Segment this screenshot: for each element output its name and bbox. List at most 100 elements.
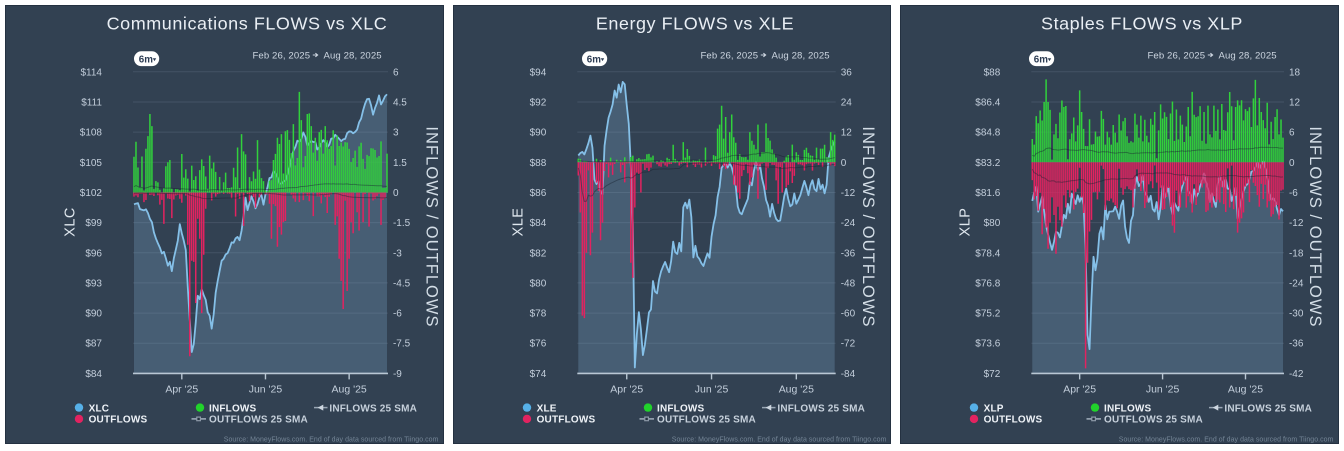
svg-text:$75.2: $75.2 — [976, 309, 1001, 320]
svg-text:INFLOWS 25 SMA: INFLOWS 25 SMA — [777, 403, 865, 414]
svg-text:$78.4: $78.4 — [976, 248, 1001, 259]
svg-text:$73.6: $73.6 — [976, 339, 1001, 350]
svg-text:INFLOWS / OUTFLOWS: INFLOWS / OUTFLOWS — [1306, 126, 1324, 327]
svg-text:-18: -18 — [1289, 248, 1304, 259]
svg-text:OUTFLOWS: OUTFLOWS — [984, 415, 1043, 426]
svg-text:$84.8: $84.8 — [976, 128, 1001, 139]
svg-text:0: 0 — [393, 188, 399, 199]
svg-text:$82: $82 — [529, 248, 546, 259]
svg-text:$76: $76 — [529, 339, 546, 350]
svg-text:12: 12 — [840, 128, 852, 139]
svg-text:$99: $99 — [85, 218, 102, 229]
svg-text:-9: -9 — [393, 369, 402, 380]
svg-text:Feb 26, 2025: Feb 26, 2025 — [1148, 51, 1206, 62]
svg-text:Apr '25: Apr '25 — [1064, 384, 1097, 395]
svg-text:36: 36 — [840, 67, 852, 78]
svg-text:Feb 26, 2025: Feb 26, 2025 — [700, 51, 758, 62]
svg-text:$80: $80 — [984, 218, 1001, 229]
svg-text:$93: $93 — [85, 278, 102, 289]
svg-text:1.5: 1.5 — [393, 158, 407, 169]
svg-text:$111: $111 — [81, 97, 102, 108]
svg-text:Aug '25: Aug '25 — [778, 384, 813, 395]
svg-text:-42: -42 — [1289, 369, 1304, 380]
svg-text:Communications FLOWS vs XLC: Communications FLOWS vs XLC — [107, 14, 388, 34]
svg-text:6: 6 — [393, 67, 399, 78]
svg-text:$84: $84 — [529, 218, 546, 229]
svg-text:$90: $90 — [529, 128, 546, 139]
svg-text:INFLOWS / OUTFLOWS: INFLOWS / OUTFLOWS — [859, 126, 877, 327]
svg-text:INFLOWS 25 SMA: INFLOWS 25 SMA — [329, 403, 417, 414]
svg-text:OUTFLOWS 25 SMA: OUTFLOWS 25 SMA — [657, 415, 756, 426]
svg-text:-36: -36 — [1289, 339, 1304, 350]
svg-text:XLE: XLE — [510, 208, 526, 237]
svg-text:OUTFLOWS 25 SMA: OUTFLOWS 25 SMA — [1104, 415, 1203, 426]
svg-text:OUTFLOWS: OUTFLOWS — [536, 415, 595, 426]
svg-text:18: 18 — [1289, 67, 1301, 78]
svg-text:-3: -3 — [393, 248, 402, 259]
svg-text:XLC: XLC — [89, 403, 110, 414]
svg-text:-84: -84 — [840, 369, 855, 380]
svg-text:$74: $74 — [529, 369, 546, 380]
svg-text:$88: $88 — [529, 158, 546, 169]
svg-text:XLP: XLP — [958, 208, 974, 237]
svg-text:$86: $86 — [529, 188, 546, 199]
svg-text:-12: -12 — [840, 188, 855, 199]
svg-text:-6: -6 — [393, 309, 402, 320]
svg-text:-36: -36 — [840, 248, 855, 259]
svg-text:-7.5: -7.5 — [393, 339, 411, 350]
svg-text:$102: $102 — [80, 188, 103, 199]
svg-text:Source: MoneyFlows.com. End of: Source: MoneyFlows.com. End of day data … — [224, 436, 439, 443]
svg-text:OUTFLOWS: OUTFLOWS — [89, 415, 148, 426]
svg-text:-30: -30 — [1289, 309, 1304, 320]
svg-text:-24: -24 — [840, 218, 855, 229]
svg-text:6m: 6m — [139, 54, 153, 65]
svg-text:-24: -24 — [1289, 278, 1304, 289]
svg-text:6: 6 — [1289, 128, 1295, 139]
svg-text:$80: $80 — [529, 278, 546, 289]
svg-text:-6: -6 — [1289, 188, 1298, 199]
svg-text:Aug 28, 2025: Aug 28, 2025 — [771, 51, 829, 62]
svg-text:0: 0 — [1289, 158, 1295, 169]
svg-text:Staples FLOWS vs XLP: Staples FLOWS vs XLP — [1041, 14, 1243, 34]
svg-text:Aug 28, 2025: Aug 28, 2025 — [323, 51, 381, 62]
svg-text:Jun '25: Jun '25 — [694, 384, 728, 395]
svg-text:Apr '25: Apr '25 — [610, 384, 643, 395]
svg-text:$92: $92 — [529, 97, 546, 108]
svg-text:$108: $108 — [80, 128, 103, 139]
svg-text:-48: -48 — [840, 278, 855, 289]
svg-text:6m: 6m — [1034, 54, 1048, 65]
svg-text:-12: -12 — [1289, 218, 1304, 229]
svg-text:$96: $96 — [85, 248, 102, 259]
svg-text:24: 24 — [840, 97, 852, 108]
svg-text:Jun '25: Jun '25 — [249, 384, 283, 395]
svg-text:Feb 26, 2025: Feb 26, 2025 — [252, 51, 310, 62]
svg-text:$72: $72 — [984, 369, 1001, 380]
svg-text:-1.5: -1.5 — [393, 218, 411, 229]
svg-text:-4.5: -4.5 — [393, 278, 411, 289]
svg-text:INFLOWS: INFLOWS — [657, 403, 705, 414]
svg-text:$88: $88 — [984, 67, 1001, 78]
svg-text:$114: $114 — [81, 67, 103, 78]
svg-text:XLC: XLC — [62, 207, 78, 237]
svg-text:Aug '25: Aug '25 — [332, 384, 367, 395]
svg-text:$86.4: $86.4 — [976, 97, 1001, 108]
svg-text:$105: $105 — [80, 158, 103, 169]
svg-text:6m: 6m — [586, 54, 600, 65]
svg-text:Aug '25: Aug '25 — [1228, 384, 1263, 395]
svg-text:$90: $90 — [85, 309, 102, 320]
svg-text:Source: MoneyFlows.com. End of: Source: MoneyFlows.com. End of day data … — [1119, 436, 1334, 443]
svg-text:INFLOWS: INFLOWS — [1104, 403, 1152, 414]
svg-text:INFLOWS: INFLOWS — [209, 403, 257, 414]
svg-text:Jun '25: Jun '25 — [1146, 384, 1180, 395]
svg-text:4.5: 4.5 — [393, 97, 407, 108]
svg-text:INFLOWS 25 SMA: INFLOWS 25 SMA — [1225, 403, 1313, 414]
svg-text:$83.2: $83.2 — [976, 158, 1001, 169]
svg-text:12: 12 — [1289, 97, 1301, 108]
svg-text:$78: $78 — [529, 309, 546, 320]
svg-text:XLP: XLP — [984, 403, 1004, 414]
svg-text:$87: $87 — [85, 339, 102, 350]
svg-text:Energy FLOWS vs XLE: Energy FLOWS vs XLE — [595, 14, 793, 34]
svg-text:3: 3 — [393, 128, 399, 139]
svg-text:XLE: XLE — [536, 403, 556, 414]
svg-text:Aug 28, 2025: Aug 28, 2025 — [1219, 51, 1277, 62]
